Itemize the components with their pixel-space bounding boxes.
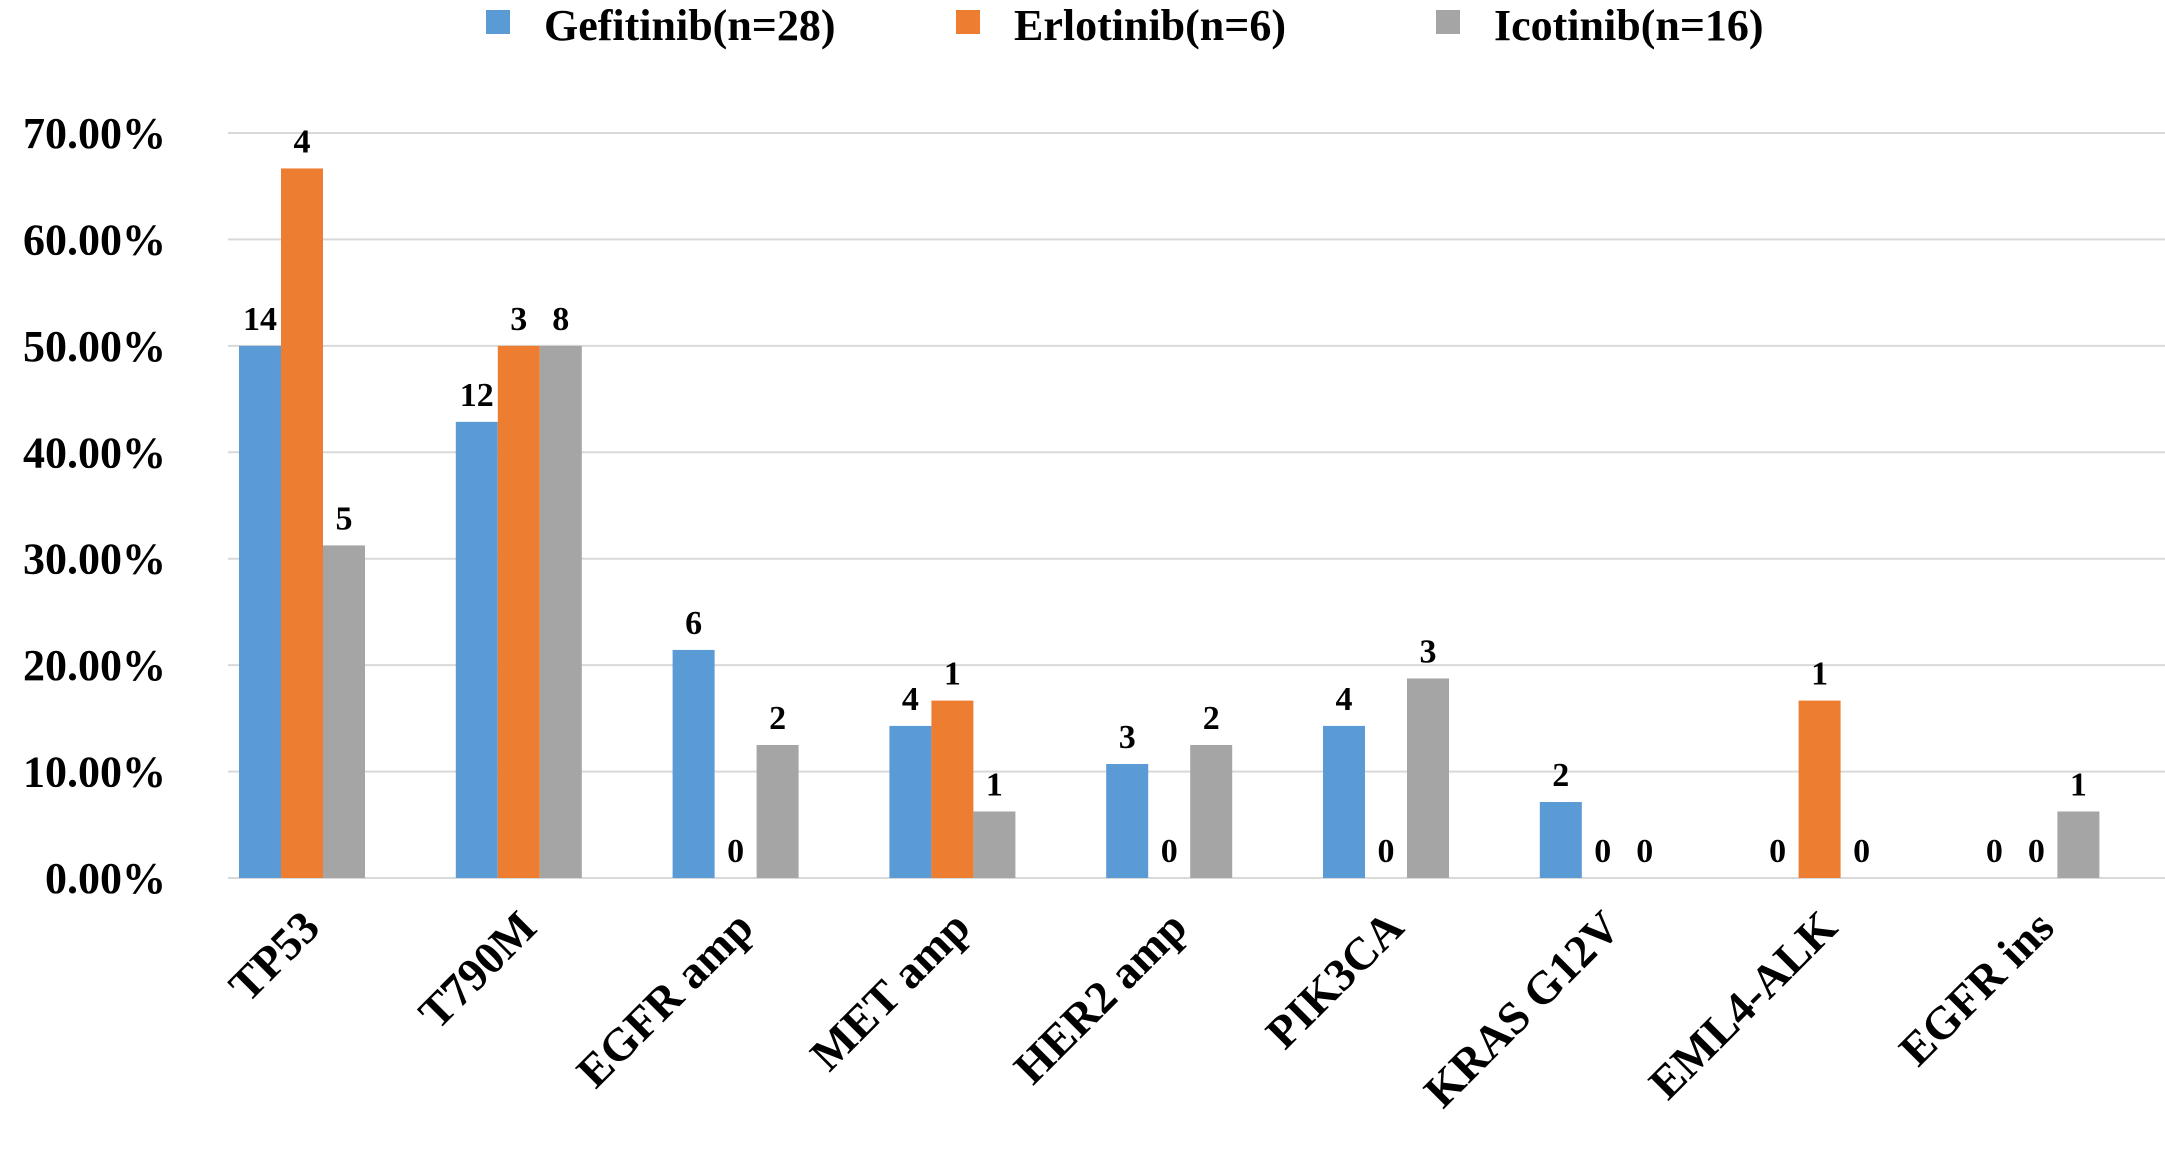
bar-1-1 [239,345,281,878]
data-label-3-4: 1 [986,766,1003,803]
bar-3-3 [756,744,799,878]
legend-swatch-2 [956,10,980,34]
data-label-3-1: 5 [336,500,353,537]
bar-3-6 [1407,678,1449,878]
data-label-1-5: 3 [1119,719,1136,756]
bar-2-1 [281,168,323,878]
y-tick-label: 10.00% [23,748,166,797]
data-label-2-5: 0 [1161,833,1178,870]
category-label-8: EML4-ALK [1639,901,1847,1109]
data-label-3-3: 2 [769,700,786,737]
bar-1-6 [1323,725,1365,878]
y-tick-label: 30.00% [23,535,166,584]
bar-3-5 [1190,744,1233,878]
legend-swatch-3 [1436,10,1460,34]
data-label-2-8: 1 [1811,656,1828,693]
bar-1-7 [1539,802,1582,878]
data-label-3-9: 1 [2070,766,2087,803]
y-tick-label: 60.00% [23,215,166,264]
bar-3-9 [2057,811,2100,878]
bar-3-2 [539,345,582,878]
bar-1-4 [889,725,932,878]
data-label-3-8: 0 [1853,833,1870,870]
bar-3-1 [323,545,365,878]
data-label-2-2: 3 [510,301,527,338]
x-axis-categories: TP53 T790M EGFR amp MET amp HER2 amp PIK3CA KR… [219,901,2064,1117]
category-label-1: TP53 [219,901,329,1011]
data-label-1-4: 4 [902,681,919,718]
y-tick-label: 50.00% [23,322,166,371]
y-tick-label: 70.00% [23,109,166,158]
bar-3-4 [973,811,1016,878]
bar-2-8 [1798,700,1841,878]
category-label-3: EGFR amp [567,901,763,1097]
data-label-2-4: 1 [944,656,961,693]
category-label-4: MET amp [800,901,979,1080]
data-label-1-7: 2 [1552,757,1569,794]
category-label-5: HER2 amp [1004,901,1196,1093]
data-label-1-6: 4 [1336,681,1353,718]
bar-1-3 [672,649,715,878]
data-label-1-1: 14 [243,301,277,338]
y-tick-label: 40.00% [23,428,166,477]
bar-2-4 [931,700,974,878]
data-label-1-9: 0 [1986,833,2003,870]
data-label-2-3: 0 [727,833,744,870]
legend-label-3: Icotinib(n=16) [1494,1,1764,50]
y-tick-label: 0.00% [45,854,166,903]
data-label-2-7: 0 [1594,833,1611,870]
y-axis-ticks: 0.00% 10.00% 20.00% 30.00% 40.00% 50.00% 60.00… [23,109,166,903]
y-tick-label: 20.00% [23,641,166,690]
bar-1-5 [1106,764,1149,878]
data-label-1-8: 0 [1769,833,1786,870]
data-label-3-6: 3 [1420,633,1437,670]
category-label-9: EGFR ins [1889,901,2063,1075]
data-label-3-2: 8 [552,301,569,338]
data-label-2-9: 0 [2028,833,2045,870]
legend-label-2: Erlotinib(n=6) [1014,1,1286,50]
data-label-3-7: 0 [1636,833,1653,870]
category-label-7: KRAS G12V [1414,901,1630,1117]
legend-swatch-1 [486,10,510,34]
category-label-2: T790M [409,901,546,1038]
bars [239,168,2100,878]
data-label-2-1: 4 [294,123,311,160]
data-label-1-3: 6 [685,605,702,642]
data-label-3-5: 2 [1203,700,1220,737]
bar-1-2 [455,421,498,878]
legend: Gefitinib(n=28) Erlotinib(n=6) Icotinib(n=… [486,1,1764,50]
legend-label-1: Gefitinib(n=28) [544,1,836,50]
bar-2-2 [497,345,540,878]
data-label-1-2: 12 [460,377,494,414]
data-label-2-6: 0 [1378,833,1395,870]
category-label-6: PIK3CA [1256,901,1413,1058]
